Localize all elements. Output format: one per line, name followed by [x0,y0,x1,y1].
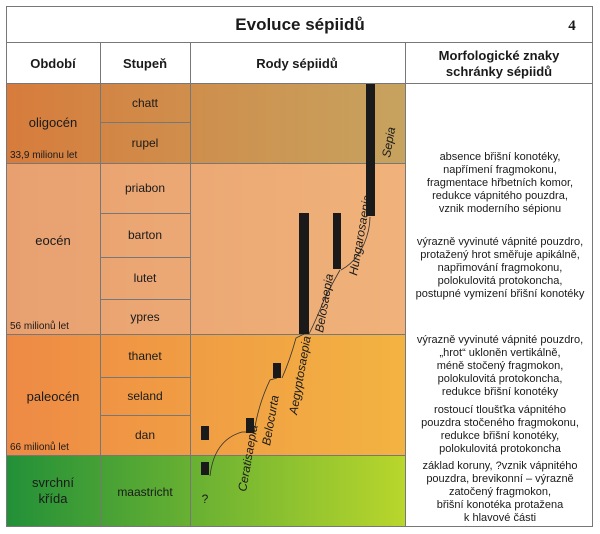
header-morphology-line2: schránky sépiidů [446,64,552,79]
range-bar-aegyptosaepia [273,363,281,378]
range-bar-hungarosaepia [333,213,341,269]
period-paleocene: paleocén [27,389,80,404]
period-cretaceous-line1: svrchní [32,475,74,490]
morph-line: napřímení fragmokonu, [443,164,557,176]
morph-line: postupné vymizení břišní konotéky [416,288,585,300]
morph-line: napřimování fragmokonu, [438,262,563,274]
range-bar-ceratisaepia-lower [201,462,209,475]
morph-line: redukce vápnitého pouzdra, [432,190,568,202]
morphology-block-4: rostoucí tloušťka vápnitého pouzdra stoč… [421,404,579,455]
morph-line: fragmentace hřbetních komor, [427,177,573,189]
morph-line: vznik moderního sépionu [439,203,561,215]
stage-lutet: lutet [134,271,157,285]
morph-line: břišní konotéka protažena [437,499,564,511]
morph-line: zatočený fragmokon, [449,486,551,498]
header-genera: Rody sépiidů [256,56,338,71]
stage-thanet: thanet [128,349,162,363]
header-period: Období [30,56,76,71]
range-bar-sepia [366,84,375,216]
connector-belosaepia-hungarosaepia [308,269,341,335]
morph-line: pouzdra, brevikonní – výrazně [426,473,573,485]
page-number: 4 [568,18,576,34]
stage-maastricht: maastricht [117,485,173,499]
morph-line: „hrot“ ukloněn vertikálně, [439,347,560,359]
chart-title: Evoluce sépiidů [235,15,364,34]
morph-line: protažený hrot směřuje apikálně, [420,249,580,261]
boundary-eocene: 56 milionů let [10,320,69,332]
stage-barton: barton [128,228,162,242]
eocene-band [7,163,405,334]
morph-line: absence břišní konotéky, [440,151,561,163]
connector-aegyptosaepia-belosaepia [281,333,305,379]
morphology-block-3: výrazně vyvinuté vápnité pouzdro, „hrot“… [417,334,583,398]
morphology-block-5: základ koruny, ?vznik vápnitého pouzdra,… [422,460,577,524]
morph-line: výrazně vyvinuté vápnité pouzdro, [417,236,583,248]
period-oligocene: oligocén [29,115,77,130]
range-bar-ceratisaepia-upper [201,426,209,440]
morph-line: rostoucí tloušťka vápnitého [434,404,566,416]
genus-sepia: Sepia [379,126,398,159]
stage-seland: seland [127,389,162,403]
oligocene-band [7,83,405,163]
morph-line: k hlavové části [464,512,536,524]
morph-line: základ koruny, ?vznik vápnitého [422,460,577,472]
connector-hungarosaepia-sepia [340,216,371,271]
morph-line: pouzdra stočeného fragmokonu, [421,417,579,429]
stage-rupel: rupel [132,136,159,150]
morph-line: polokulovitá protokoncha [439,443,562,455]
connector-ceratisaepia-belocurta [209,431,250,477]
range-bar-belocurta [246,418,254,433]
stage-ypres: ypres [130,310,159,324]
stage-chatt: chatt [132,96,159,110]
morph-line: výrazně vyvinuté vápnité pouzdro, [417,334,583,346]
header-stage: Stupeň [123,56,167,71]
morph-line: polokulovitá protokoncha, [438,373,563,385]
morph-line: redukce břišní konotéky, [441,430,559,442]
stage-priabon: priabon [125,181,165,195]
morphology-block-2: výrazně vyvinuté vápnité pouzdro, protaž… [416,236,585,300]
range-bars [201,84,375,475]
period-cretaceous-line2: křída [39,491,69,506]
connector-belocurta-aegyptosaepia [253,377,278,434]
uncertain-origin-mark: ? [202,492,209,506]
range-bar-belosaepia [299,213,309,334]
stage-dan: dan [135,428,155,442]
boundary-paleocene: 66 milionů let [10,441,69,453]
morphology-block-1: absence břišní konotéky, napřímení fragm… [427,151,573,215]
morph-line: polokulovitá protokoncha, [438,275,563,287]
morph-line: méně stočený fragmokon, [437,360,564,372]
boundary-oligocene: 33,9 milionu let [10,150,77,161]
morph-line: redukce břišní konotéky [442,386,559,398]
table-grid [6,6,593,527]
period-eocene: eocén [35,233,70,248]
header-morphology-line1: Morfologické znaky [439,48,560,63]
phylogeny-connectors [209,216,371,477]
